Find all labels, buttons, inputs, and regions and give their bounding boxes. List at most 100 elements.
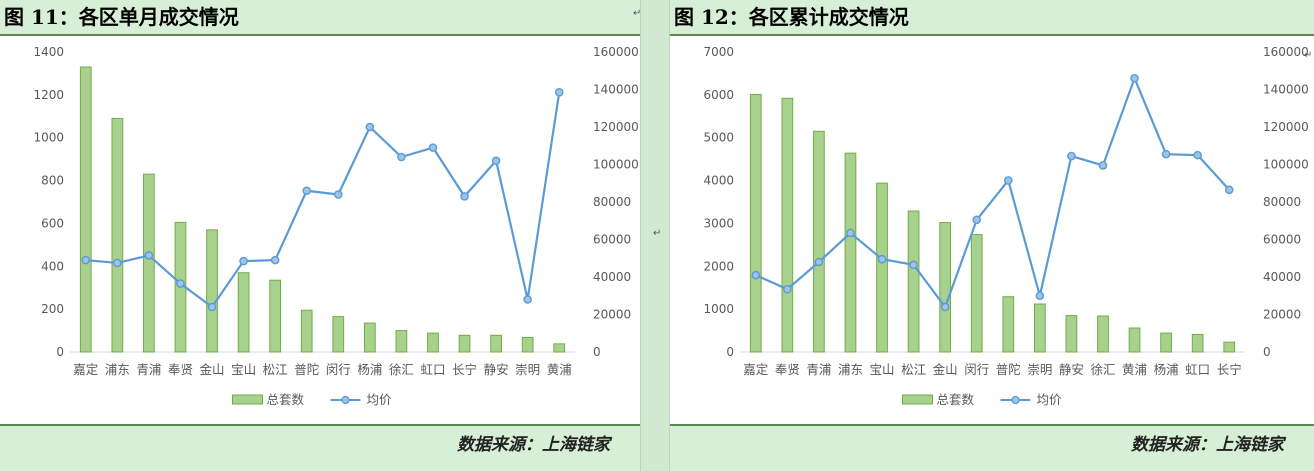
bar (206, 229, 218, 353)
bar (79, 66, 92, 353)
legend-swatch-marker (1011, 395, 1020, 405)
y-right-tick-label: 20000 (1263, 308, 1301, 322)
x-tick-label: 青浦 (806, 362, 831, 377)
line-point (1224, 185, 1234, 195)
x-tick-label: 黄浦 (547, 362, 572, 377)
bar (749, 93, 762, 353)
line-point (397, 152, 406, 162)
line-point (783, 284, 792, 294)
line-point (877, 254, 887, 264)
x-tick-label: 普陀 (996, 362, 1021, 377)
line-point (554, 88, 564, 97)
y-right-tick-label: 60000 (1263, 233, 1301, 247)
y-left-tick-label: 800 (41, 174, 64, 188)
x-tick-label: 宝山 (231, 362, 256, 377)
chart-title: 图 12：各区累计成交情况 (674, 5, 909, 29)
line-point (144, 251, 154, 260)
legend-label: 总套数 (267, 392, 305, 407)
x-tick-label: 奉贤 (168, 362, 193, 377)
x-tick-label: 奉贤 (775, 362, 800, 377)
y-left-tick-label: 1000 (33, 131, 64, 145)
line-point (270, 255, 280, 265)
y-right-tick-label: 160000 (1263, 45, 1309, 59)
bar (1191, 333, 1204, 353)
line-point (176, 279, 185, 288)
source-note: 数据来源：上海链家 (457, 435, 610, 455)
x-tick-label: 闵行 (964, 362, 989, 377)
x-tick-label: 松江 (263, 362, 288, 377)
y-left-tick-label: 0 (726, 345, 734, 359)
bar (427, 332, 439, 353)
line-point (909, 260, 918, 270)
y-right-tick-label: 140000 (1263, 83, 1309, 97)
x-tick-label: 金山 (933, 362, 958, 377)
line-point (491, 156, 501, 166)
x-tick-label: 虹口 (420, 362, 445, 377)
bar (844, 152, 857, 353)
paragraph-mark-icon: ↵ (653, 228, 662, 239)
x-tick-label: 杨浦 (357, 362, 382, 377)
y-right-tick-label: 80000 (593, 195, 631, 209)
y-right-tick-label: 100000 (1263, 158, 1309, 172)
x-tick-label: 嘉定 (743, 362, 768, 377)
line-point (81, 255, 91, 265)
y-left-tick-label: 1200 (33, 88, 64, 102)
source-note: 数据来源：上海链家 (1131, 435, 1284, 455)
x-tick-label: 徐汇 (389, 362, 414, 377)
legend-swatch-marker (341, 395, 350, 405)
y-right-tick-label: 140000 (593, 83, 639, 97)
line-point (428, 143, 438, 152)
title-rule (0, 34, 640, 36)
y-left-tick-label: 200 (41, 302, 64, 316)
y-left-tick-label: 600 (41, 216, 64, 230)
source-rule (670, 424, 1314, 426)
bar (332, 316, 345, 353)
y-left-tick-label: 7000 (703, 45, 734, 59)
bar (1002, 296, 1015, 353)
x-tick-label: 虹口 (1185, 362, 1210, 377)
y-right-tick-label: 40000 (1263, 270, 1301, 284)
chart-panel-left: 图 11：各区单月成交情况 0 200 400 600 800 1000 1200 1400 0… (0, 0, 641, 471)
y-left-tick-label: 0 (56, 345, 64, 359)
x-tick-label: 青浦 (136, 362, 161, 377)
chart-panel-right: 图 12：各区累计成交情况 0 1000 2000 3000 4000 5000 6000 7… (670, 0, 1314, 471)
bar (237, 272, 250, 353)
x-tick-label: 闵行 (326, 362, 351, 377)
bar (143, 173, 155, 353)
y-left-tick-label: 5000 (703, 131, 734, 145)
bar (395, 330, 408, 353)
legend-label: 均价 (1037, 392, 1063, 407)
combo-chart: 0 1000 2000 3000 4000 5000 6000 7000 0 20000 40000… (703, 45, 1309, 407)
line-point (365, 122, 375, 132)
bar (970, 234, 983, 353)
title-rule (670, 34, 1314, 36)
y-left-tick-label: 2000 (703, 259, 734, 273)
line-point (302, 186, 312, 196)
bar (813, 130, 825, 353)
x-tick-label: 黄浦 (1122, 362, 1147, 377)
chart-area: 0 200 400 600 800 1000 1200 1400 0 20000 40000 6000… (0, 36, 640, 424)
bar (939, 222, 952, 353)
page-gutter: ↵ (640, 0, 670, 471)
x-tick-label: 静安 (1059, 362, 1084, 377)
line-point (1067, 151, 1076, 161)
y-left-tick-label: 400 (41, 259, 64, 273)
bar (490, 334, 502, 353)
bar (1065, 315, 1078, 353)
combo-chart: 0 200 400 600 800 1000 1200 1400 0 20000 40000 6000… (33, 45, 639, 407)
bar (111, 117, 124, 353)
bar (907, 210, 920, 353)
line-point (940, 302, 950, 312)
y-right-tick-label: 100000 (593, 158, 639, 172)
series-line (755, 77, 1231, 309)
x-tick-label: 长宁 (1217, 362, 1242, 377)
y-right-tick-label: 80000 (1263, 195, 1301, 209)
x-tick-label: 静安 (484, 362, 509, 377)
y-right-tick-label: 60000 (593, 233, 631, 247)
x-tick-label: 徐汇 (1090, 362, 1115, 377)
bar (876, 182, 888, 353)
line-point (814, 257, 824, 267)
legend-swatch-bar (902, 394, 933, 405)
y-left-tick-label: 4000 (703, 174, 734, 188)
line-point (972, 215, 982, 225)
